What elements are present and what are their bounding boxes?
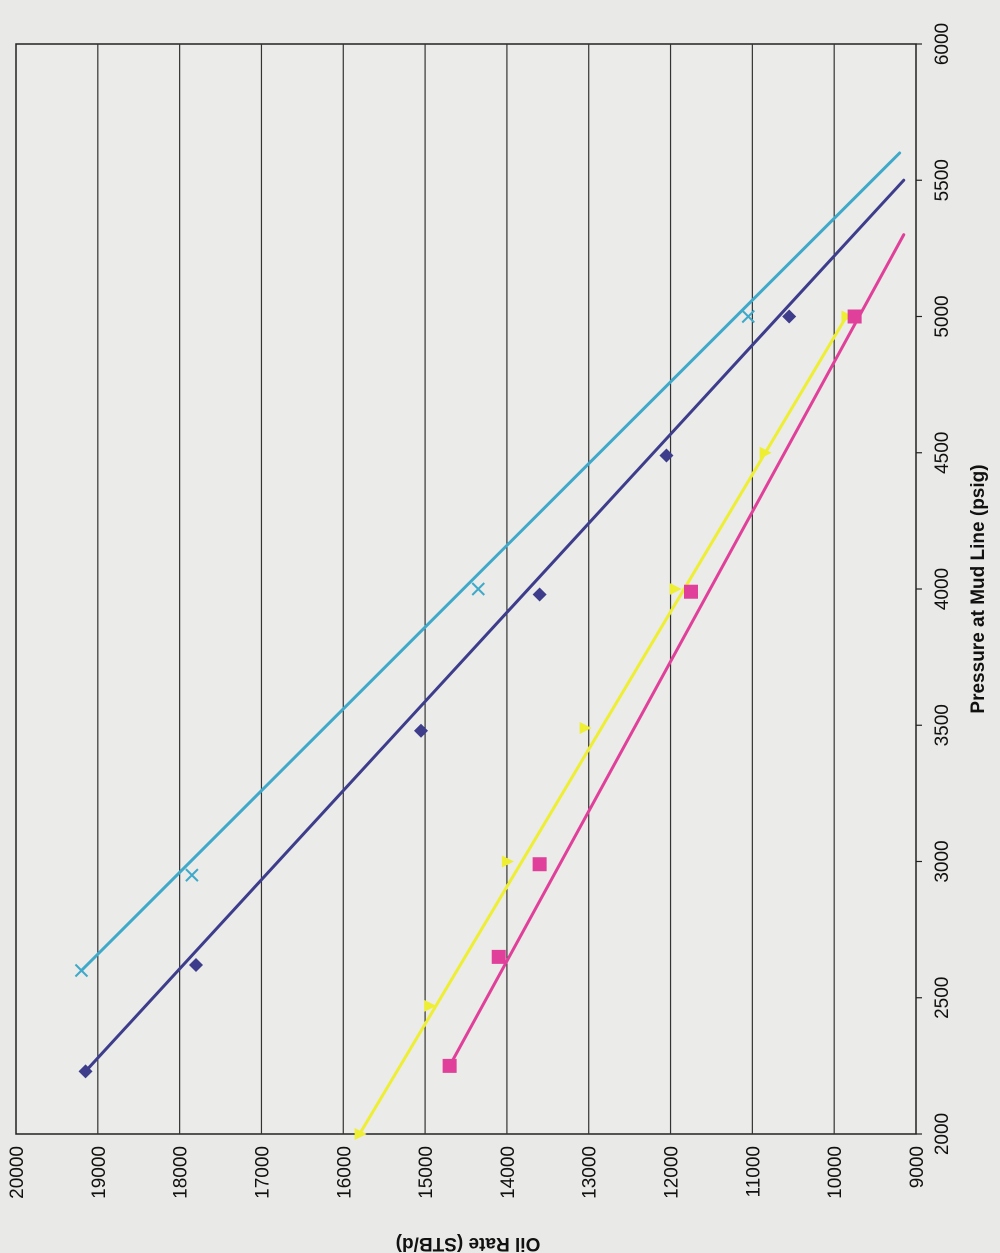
- series-line: [448, 233, 906, 1068]
- data-point: [442, 1058, 457, 1073]
- x-tick-label: 2500: [932, 977, 953, 1019]
- x-tick-label: 5000: [932, 295, 953, 337]
- series-1: [74, 151, 902, 978]
- x-tick-label: 5500: [932, 159, 953, 201]
- x-tick-label: 6000: [932, 23, 953, 65]
- y-tick-label: 17000: [252, 1146, 273, 1199]
- data-point: [782, 309, 797, 324]
- y-tick-label: 16000: [334, 1146, 355, 1199]
- x-axis-title: Pressure at Mud Line (psig): [968, 464, 989, 713]
- y-tick-label: 11000: [743, 1146, 764, 1197]
- y-tick-label: 13000: [580, 1146, 601, 1199]
- data-point: [532, 587, 547, 602]
- data-point: [185, 868, 199, 882]
- data-point: [741, 309, 755, 324]
- y-tick-label: 20000: [7, 1146, 28, 1199]
- data-point: [471, 582, 485, 596]
- data-point: [579, 721, 592, 734]
- data-point: [414, 723, 428, 738]
- data-point: [532, 857, 547, 872]
- series-4: [442, 233, 906, 1073]
- series-line: [84, 178, 906, 1073]
- data-point: [491, 949, 506, 964]
- x-tick-label: 2000: [932, 1113, 953, 1155]
- y-tick-label: 10000: [825, 1146, 846, 1199]
- data-point: [424, 999, 437, 1012]
- y-tick-label: 15000: [416, 1146, 437, 1199]
- series-3: [354, 310, 854, 1140]
- data-point: [759, 446, 772, 459]
- data-point: [501, 855, 514, 868]
- series-line: [79, 151, 902, 972]
- data-point: [669, 583, 682, 595]
- plot-area: [15, 43, 917, 1135]
- data-point: [847, 309, 862, 324]
- data-point: [74, 963, 89, 978]
- x-tick-label: 4500: [932, 432, 953, 474]
- data-point: [841, 310, 854, 323]
- y-tick-label: 14000: [498, 1146, 519, 1199]
- tick-labels: 9000 10000 11000 12000 13000 14000 15000 16000 1…: [7, 23, 953, 1199]
- series-2: [78, 178, 906, 1079]
- x-tick-label: 3000: [932, 840, 953, 882]
- x-tick-label: 3500: [932, 704, 953, 746]
- data-point: [659, 448, 674, 463]
- y-tick-label: 12000: [662, 1146, 683, 1199]
- y-tick-label: 19000: [89, 1146, 110, 1199]
- data-point: [189, 958, 203, 973]
- data-point: [684, 584, 698, 599]
- x-tick-label: 4000: [932, 568, 953, 610]
- series-group: [74, 151, 906, 1140]
- y-axis-title: Oil Rate (STB/d): [396, 1233, 541, 1253]
- y-tick-label: 9000: [907, 1146, 928, 1188]
- y-tick-label: 18000: [171, 1146, 192, 1199]
- data-point: [354, 1128, 367, 1140]
- data-point: [78, 1064, 93, 1079]
